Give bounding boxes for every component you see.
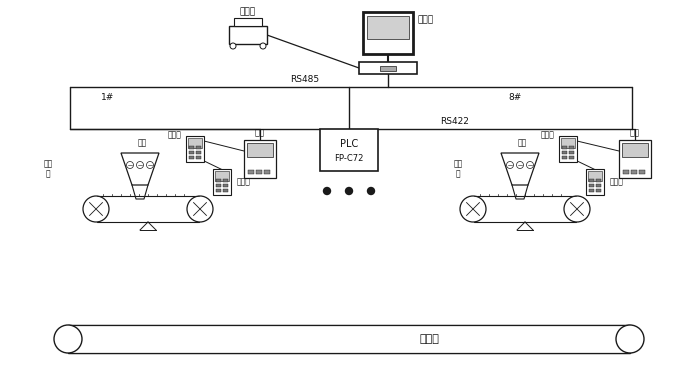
- Bar: [189, 151, 194, 154]
- Text: 主皮带: 主皮带: [419, 334, 439, 344]
- Bar: [623, 170, 629, 174]
- Bar: [264, 170, 270, 174]
- Text: 8#: 8#: [508, 92, 521, 101]
- Bar: [561, 138, 575, 148]
- Bar: [586, 169, 604, 195]
- Bar: [223, 188, 228, 192]
- Bar: [223, 178, 228, 182]
- Circle shape: [324, 187, 331, 195]
- Circle shape: [230, 43, 236, 49]
- Circle shape: [127, 161, 134, 168]
- Circle shape: [616, 325, 644, 353]
- Bar: [234, 18, 262, 26]
- Polygon shape: [501, 153, 539, 185]
- Circle shape: [345, 187, 352, 195]
- Bar: [216, 178, 221, 182]
- Bar: [256, 170, 262, 174]
- Bar: [588, 171, 602, 181]
- Bar: [596, 178, 601, 182]
- Bar: [247, 143, 273, 157]
- Bar: [559, 136, 577, 162]
- Circle shape: [564, 196, 590, 222]
- Bar: [363, 12, 413, 54]
- Bar: [622, 143, 648, 157]
- Bar: [216, 188, 221, 192]
- Text: 给料
机: 给料 机: [43, 159, 52, 179]
- Bar: [569, 151, 574, 154]
- Bar: [68, 325, 630, 353]
- Text: RS485: RS485: [291, 75, 319, 84]
- Circle shape: [83, 196, 109, 222]
- Bar: [216, 183, 221, 187]
- Text: PLC: PLC: [340, 139, 358, 149]
- Bar: [359, 62, 417, 74]
- Bar: [380, 66, 396, 71]
- Bar: [631, 170, 637, 174]
- Bar: [213, 169, 231, 195]
- Text: 打印机: 打印机: [240, 7, 256, 17]
- Circle shape: [507, 161, 514, 168]
- Bar: [196, 156, 201, 159]
- Bar: [474, 196, 576, 222]
- Bar: [639, 170, 645, 174]
- Bar: [215, 171, 229, 181]
- Bar: [367, 16, 409, 39]
- Bar: [562, 146, 567, 149]
- Bar: [196, 151, 201, 154]
- Bar: [196, 146, 201, 149]
- Text: 料仓: 料仓: [517, 139, 526, 147]
- Bar: [188, 138, 202, 148]
- Bar: [244, 140, 276, 178]
- Bar: [223, 183, 228, 187]
- Polygon shape: [121, 153, 159, 185]
- Bar: [619, 140, 651, 178]
- Bar: [562, 156, 567, 159]
- Text: 变频器: 变频器: [610, 178, 624, 187]
- Circle shape: [136, 161, 143, 168]
- Bar: [320, 129, 378, 171]
- Text: 变频器: 变频器: [541, 130, 555, 139]
- Circle shape: [54, 325, 82, 353]
- Text: 仪表: 仪表: [255, 128, 265, 137]
- Bar: [569, 146, 574, 149]
- Bar: [562, 151, 567, 154]
- Bar: [589, 178, 594, 182]
- Circle shape: [460, 196, 486, 222]
- Circle shape: [147, 161, 154, 168]
- Bar: [596, 188, 601, 192]
- Bar: [596, 183, 601, 187]
- Bar: [189, 156, 194, 159]
- Bar: [186, 136, 204, 162]
- Bar: [229, 26, 267, 44]
- Circle shape: [517, 161, 524, 168]
- Bar: [97, 196, 199, 222]
- Text: 仪表: 仪表: [630, 128, 640, 137]
- Circle shape: [368, 187, 375, 195]
- Text: FP-C72: FP-C72: [334, 154, 363, 163]
- Bar: [589, 183, 594, 187]
- Bar: [569, 156, 574, 159]
- Bar: [248, 170, 254, 174]
- Text: 变频器: 变频器: [237, 178, 251, 187]
- Text: RS422: RS422: [440, 118, 470, 127]
- Bar: [589, 188, 594, 192]
- Text: 料仓: 料仓: [138, 139, 147, 147]
- Text: 给料
机: 给料 机: [454, 159, 463, 179]
- Text: 变频器: 变频器: [168, 130, 182, 139]
- Text: 工控机: 工控机: [418, 15, 434, 24]
- Text: 1#: 1#: [101, 92, 115, 101]
- Circle shape: [526, 161, 533, 168]
- Circle shape: [187, 196, 213, 222]
- Bar: [189, 146, 194, 149]
- Circle shape: [260, 43, 266, 49]
